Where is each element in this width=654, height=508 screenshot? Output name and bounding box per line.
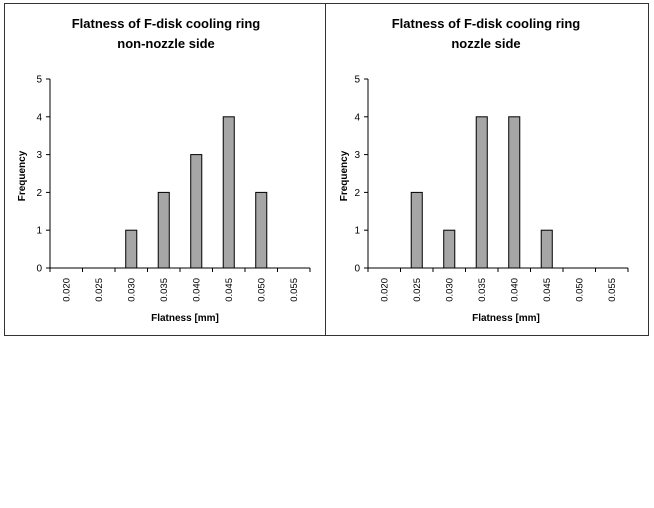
bar (125, 229, 138, 269)
y-tick-label: 0 (354, 264, 360, 275)
y-tick-label: 0 (36, 264, 42, 275)
bars (125, 116, 268, 269)
x-axis-ticks: 0.020 0.025 0.030 0.035 0.040 0.045 0.050 0.055 (49, 268, 311, 302)
x-tick-label: 0.020 (61, 278, 72, 302)
chart-panel-nozzle: Flatness of F-disk cooling ring nozzle s… (325, 3, 649, 336)
x-tick-label: 0.040 (191, 278, 202, 302)
x-tick-label: 0.035 (159, 278, 170, 302)
x-tick-label: 0.050 (574, 278, 585, 302)
y-tick-label: 3 (354, 150, 360, 161)
y-tick-label: 5 (354, 75, 360, 86)
y-tick-label: 1 (354, 226, 360, 237)
y-axis-ticks: 0 1 2 3 4 5 (36, 75, 50, 275)
x-tick-label: 0.045 (224, 278, 235, 302)
bars (410, 116, 553, 269)
x-tick-label: 0.025 (94, 278, 105, 302)
x-axis-label: Flatness [mm] (151, 313, 219, 324)
x-tick-label: 0.030 (444, 278, 455, 302)
x-tick-label: 0.020 (379, 278, 390, 302)
x-tick-label: 0.040 (509, 278, 520, 302)
chart-panel-non-nozzle: Flatness of F-disk cooling ring non-nozz… (4, 3, 327, 336)
chart-subtitle: non-nozzle side (117, 36, 215, 51)
bar (443, 229, 456, 269)
chart-title: Flatness of F-disk cooling ring (392, 16, 581, 31)
histogram-nozzle-side: Flatness of F-disk cooling ring nozzle s… (339, 16, 629, 324)
x-axis-ticks: 0.020 0.025 0.030 0.035 0.040 0.045 0.050 0.055 (367, 268, 629, 302)
chart-title: Flatness of F-disk cooling ring (72, 16, 261, 31)
y-tick-label: 2 (354, 188, 360, 199)
bar (410, 191, 423, 269)
bar (157, 191, 170, 269)
bar (508, 116, 521, 269)
bar (222, 116, 235, 269)
y-tick-label: 2 (36, 188, 42, 199)
bar (255, 191, 268, 269)
chart-subtitle: nozzle side (451, 36, 520, 51)
y-tick-label: 1 (36, 226, 42, 237)
histogram-non-nozzle-side: Flatness of F-disk cooling ring non-nozz… (17, 16, 311, 324)
bar (190, 154, 203, 269)
y-tick-label: 3 (36, 150, 42, 161)
bar (475, 116, 488, 269)
x-tick-label: 0.025 (412, 278, 423, 302)
x-tick-label: 0.055 (289, 278, 300, 302)
x-axis-label: Flatness [mm] (472, 313, 540, 324)
x-tick-label: 0.045 (542, 278, 553, 302)
axes (49, 79, 310, 269)
y-tick-label: 4 (354, 112, 360, 123)
bar (540, 229, 553, 269)
x-tick-label: 0.035 (477, 278, 488, 302)
x-tick-label: 0.030 (126, 278, 137, 302)
x-tick-label: 0.050 (256, 278, 267, 302)
y-axis-ticks: 0 1 2 3 4 5 (354, 75, 368, 275)
x-tick-label: 0.055 (607, 278, 618, 302)
axes (367, 79, 628, 269)
y-tick-label: 4 (36, 112, 42, 123)
y-tick-label: 5 (36, 75, 42, 86)
y-axis-label: Frequency (339, 150, 350, 201)
y-axis-label: Frequency (17, 150, 28, 201)
